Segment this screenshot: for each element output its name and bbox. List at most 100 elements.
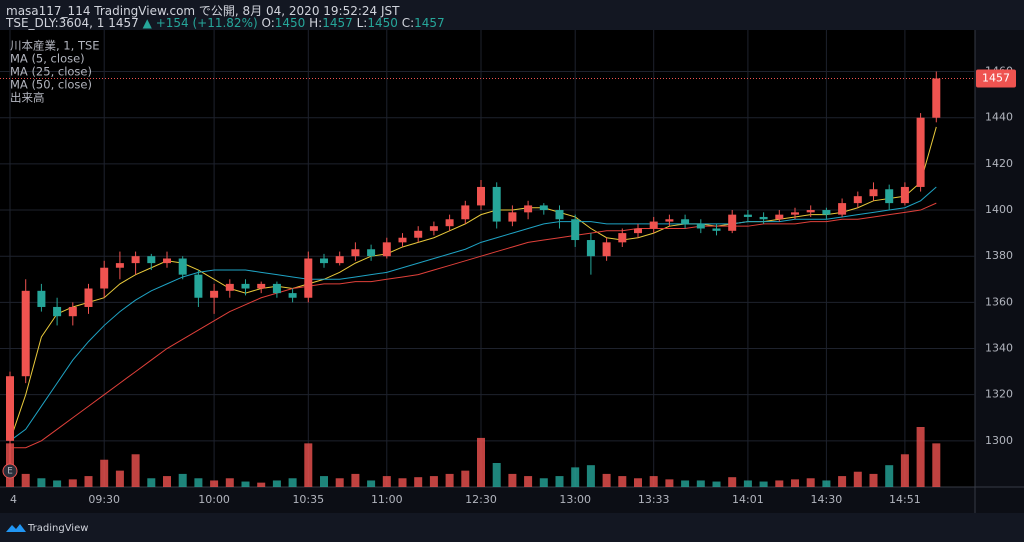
candle-body (743, 214, 752, 217)
candle-body (555, 210, 564, 220)
footer-bg (0, 513, 1024, 542)
candle-body (37, 290, 46, 307)
volume-bar (257, 482, 266, 487)
candle-body (728, 214, 737, 231)
volume-bar (712, 481, 721, 487)
candle-body (6, 376, 14, 441)
candle-body (571, 219, 580, 241)
event-icon-label: E (7, 467, 13, 477)
volume-bar (304, 443, 313, 487)
event-icon[interactable] (2, 463, 18, 479)
candle-body (524, 205, 533, 213)
volume-bar (241, 481, 250, 487)
candle-body (586, 240, 595, 257)
ohlc-label: O: (261, 16, 275, 30)
candle-body (775, 214, 784, 220)
volume-bar (681, 480, 690, 487)
x-tick-label: 11:00 (371, 493, 403, 506)
volume-bar (524, 476, 533, 487)
x-tick-label: 09:30 (88, 493, 120, 506)
symbol-line: TSE_DLY:3604, 1 1457 ▲ +154 (+11.82%) O:… (6, 16, 445, 30)
legend-item: MA (25, close) (10, 65, 92, 79)
volume-bar (225, 478, 234, 487)
x-tick-label: 13:33 (638, 493, 670, 506)
x-tick-label: 10:00 (198, 493, 230, 506)
ohlc-value: 1457 (322, 16, 353, 30)
candle-body (288, 293, 297, 298)
legend-title: 川本産業, 1, TSE (10, 39, 100, 53)
volume-bar (131, 454, 140, 487)
volume-bar (759, 481, 768, 487)
y-tick-label: 1420 (985, 157, 1013, 170)
candle-body (272, 283, 281, 294)
footer-brand: TradingView (27, 523, 88, 534)
volume-bar (932, 443, 941, 487)
candle-body (210, 290, 219, 298)
change: ▲ +154 (+11.82%) (142, 16, 258, 30)
last: 1457 (108, 16, 139, 30)
candle-body (21, 290, 30, 377)
candle-body (194, 274, 203, 298)
candle-body (414, 230, 423, 238)
candle-body (900, 186, 909, 204)
candle-body (838, 203, 847, 215)
volume-bar (351, 473, 360, 487)
volume-bar (853, 471, 862, 487)
volume-bar (869, 473, 878, 487)
volume-bar (791, 479, 799, 487)
candle-body (163, 258, 171, 264)
candle-body (492, 186, 501, 222)
candle-body (916, 117, 925, 187)
volume-bar (649, 476, 658, 487)
volume-bar (100, 459, 109, 487)
candle-body (53, 306, 62, 317)
volume-bar (822, 480, 831, 487)
x-tick-label: 14:01 (732, 493, 764, 506)
volume-bar (194, 478, 203, 487)
volume-bar (147, 478, 156, 487)
volume-bar (838, 476, 847, 487)
legend-item: 出来高 (10, 91, 45, 105)
volume-bar (586, 465, 595, 487)
volume-bar (492, 463, 501, 487)
candle-body (351, 249, 360, 257)
candle-body (100, 267, 109, 289)
candle-body (178, 258, 187, 275)
candle-body (602, 242, 611, 257)
candle-body (806, 210, 815, 213)
y-tick-label: 1320 (985, 388, 1013, 401)
volume-bar (775, 480, 784, 487)
candle-body (429, 226, 438, 231)
ohlc-value: 1457 (414, 16, 445, 30)
candle-body (225, 283, 234, 291)
candle-body (869, 189, 878, 197)
volume-bar (272, 480, 281, 487)
volume-bar (398, 478, 407, 487)
legend-item: MA (50, close) (10, 78, 92, 92)
candle-body (257, 283, 266, 289)
candle-body (84, 288, 93, 307)
volume-bar (53, 480, 62, 487)
volume-bar (728, 477, 737, 487)
publisher-line: masa117_114 TradingView.com で公開, 8月 04, … (6, 2, 399, 19)
candle-body (508, 212, 517, 222)
y-tick-label: 1440 (985, 111, 1013, 124)
volume-bar (916, 427, 925, 487)
candle-body (382, 242, 391, 257)
candle-body (115, 263, 124, 268)
volume-bar (335, 478, 344, 487)
x-tick-label: 13:00 (559, 493, 591, 506)
volume-bar (429, 476, 438, 487)
volume-bar (885, 465, 894, 487)
x-tick-label: 14:30 (811, 493, 843, 506)
y-tick-label: 1340 (985, 342, 1013, 355)
ma-line (10, 202, 937, 449)
y-tick-label: 1360 (985, 295, 1013, 308)
time-axis-bg (0, 487, 975, 513)
candle-body (335, 256, 344, 264)
y-tick-label: 1400 (985, 203, 1013, 216)
volume-bar (618, 476, 627, 487)
volume-bar (382, 476, 391, 487)
x-tick-label: 4 (10, 493, 17, 506)
